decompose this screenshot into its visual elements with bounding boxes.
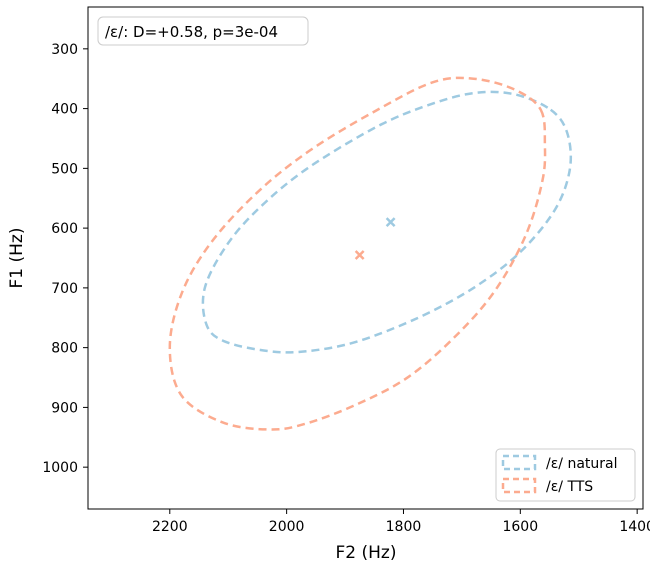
x-axis-label: F2 (Hz) [336, 543, 397, 563]
legend-frame [495, 448, 636, 502]
y-tick-label: 600 [51, 221, 78, 237]
plot-frame [87, 6, 644, 510]
y-tick-label: 1000 [42, 460, 78, 476]
y-tick-label: 700 [51, 281, 78, 297]
x-tick-label: 1600 [502, 519, 538, 535]
legend-label-tts: /ε/ TTS [546, 479, 593, 495]
x-tick-label: 2200 [152, 519, 188, 535]
plot-area [168, 76, 573, 431]
legend-swatch-tts [501, 477, 537, 494]
x-tick-label: 2000 [269, 519, 305, 535]
legend: /ε/ natural /ε/ TTS [495, 448, 636, 502]
y-tick-label: 900 [51, 400, 78, 416]
ellipse-natural [201, 90, 573, 354]
y-tick-label: 800 [51, 341, 78, 357]
mean-marker-natural [385, 217, 396, 228]
legend-swatch-natural [501, 454, 537, 471]
x-tick-label: 1400 [619, 519, 650, 535]
y-axis-ticks: 300 400 500 600 700 800 900 1000 [42, 42, 88, 476]
annotation-frame [97, 16, 309, 46]
ellipse-tts [168, 76, 547, 431]
x-tick-label: 1800 [386, 519, 422, 535]
y-tick-label: 400 [51, 102, 78, 118]
x-axis-ticks: 2200 2000 1800 1600 1400 [152, 509, 650, 535]
y-tick-label: 300 [51, 42, 78, 58]
y-axis-label: F1 (Hz) [7, 228, 27, 289]
legend-label-natural: /ε/ natural [546, 456, 618, 472]
mean-marker-tts [354, 250, 365, 260]
annotation-box: /ε/: D=+0.58, p=3e-04 [97, 16, 309, 46]
y-tick-label: 500 [51, 161, 78, 177]
annotation-text: /ε/: D=+0.58, p=3e-04 [105, 23, 278, 41]
